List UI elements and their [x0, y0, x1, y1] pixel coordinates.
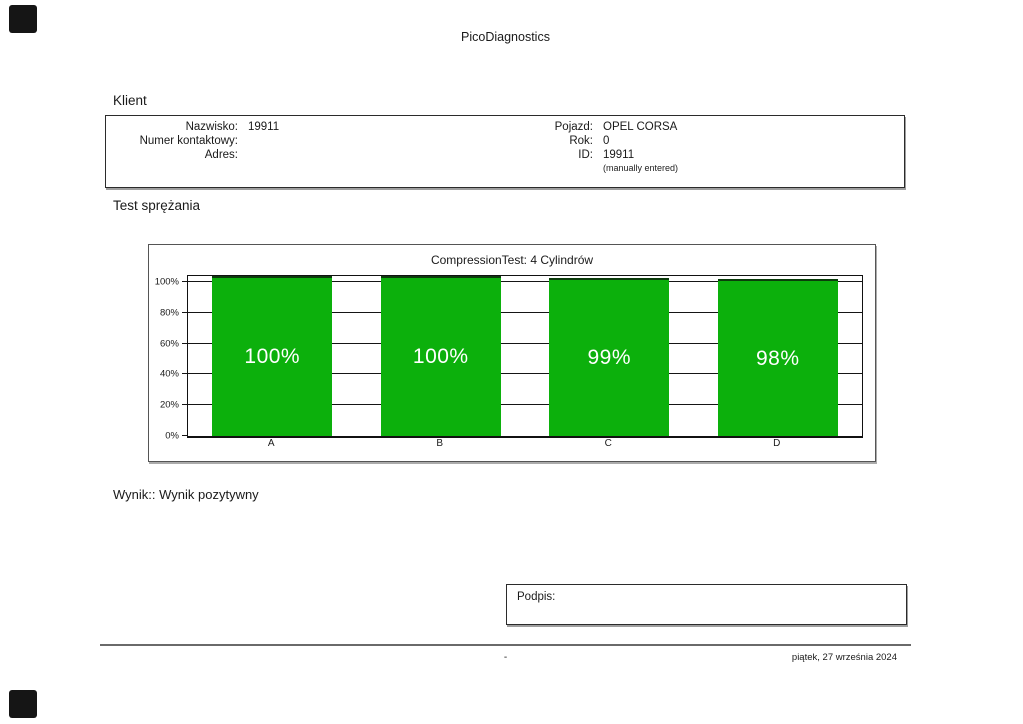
result-text: Wynik:: Wynik pozytywny [113, 487, 259, 502]
chart-plot: 100% 100% 99% 98% 0% 20% 40% 60% 80% 100% [155, 275, 863, 442]
bar-C: 99% [549, 277, 670, 436]
x-axis-label: D [773, 438, 781, 449]
test-section-heading: Test sprężania [113, 198, 201, 213]
manually-entered-note: (manually entered) [603, 163, 679, 174]
x-axis-label: C [604, 438, 612, 449]
gridline [188, 311, 862, 313]
gridline [188, 342, 862, 344]
field-value: 19911 [248, 121, 280, 133]
field-row: Pojazd: OPEL CORSA [513, 121, 678, 135]
client-fields-left: Nazwisko: 19911 Numer kontaktowy: Adres: [112, 121, 280, 163]
x-axis-label: A [267, 438, 275, 449]
bar-slot: 98% [694, 276, 863, 436]
field-row: ID: 19911 [513, 149, 678, 163]
field-row: Rok: 0 [513, 135, 678, 149]
compression-test-chart: CompressionTest: 4 Cylindrów 100% 100% 99%… [148, 244, 876, 462]
bar-A: 100% [212, 276, 333, 436]
client-section-heading: Klient [113, 93, 147, 108]
y-axis-label: 0% [165, 430, 179, 442]
gridline [188, 373, 862, 375]
client-fields-right: Pojazd: OPEL CORSA Rok: 0 ID: 19911 (man… [513, 121, 678, 174]
bar-slot: 100% [357, 276, 526, 436]
y-axis-tick [182, 435, 187, 436]
field-value: 19911 [603, 148, 635, 161]
bar-D: 98% [717, 279, 838, 436]
x-axis-label: B [436, 438, 444, 449]
gridline [188, 404, 862, 406]
chart-xlabels: A B C D [187, 438, 861, 449]
registration-mark-icon [9, 690, 37, 718]
bar-value-label: 100% [412, 345, 469, 368]
bar-value-label: 98% [755, 346, 800, 370]
bar-slot: 99% [525, 276, 694, 436]
signature-label: Podpis: [517, 591, 556, 603]
field-label: Adres: [204, 148, 238, 161]
footer-page-indicator: - [503, 652, 508, 663]
signature-box: Podpis: [506, 584, 907, 625]
field-label: Numer kontaktowy: [139, 134, 238, 147]
field-row: Numer kontaktowy: [112, 135, 279, 149]
field-label [513, 162, 593, 174]
y-axis-tick [182, 342, 187, 344]
footer-date: piątek, 27 września 2024 [791, 652, 897, 663]
y-axis-label: 80% [159, 307, 179, 319]
chart-bars: 100% 100% 99% 98% [188, 276, 862, 436]
y-axis-label: 40% [159, 368, 179, 380]
footer-rule [100, 644, 911, 646]
y-axis-tick [182, 373, 187, 375]
y-axis-label: 60% [159, 338, 179, 350]
gridline [188, 281, 862, 283]
field-row: (manually entered) [513, 162, 678, 174]
app-title: PicoDiagnostics [461, 30, 550, 44]
bar-B: 100% [380, 276, 501, 436]
field-label: Rok: [569, 134, 593, 147]
y-axis-tick [182, 281, 187, 283]
field-label: Pojazd: [554, 121, 593, 133]
client-info-box: Nazwisko: 19911 Numer kontaktowy: Adres:… [105, 115, 905, 188]
registration-mark-icon [9, 5, 37, 33]
field-label: Nazwisko: [185, 121, 238, 133]
field-label: ID: [578, 148, 593, 161]
field-value: 0 [603, 134, 610, 147]
bar-value-label: 99% [587, 345, 632, 369]
y-axis-label: 20% [159, 399, 179, 411]
bar-value-label: 100% [244, 345, 301, 368]
y-axis-tick [182, 311, 187, 313]
y-axis-label: 100% [154, 276, 179, 288]
y-axis-tick [182, 404, 187, 406]
field-row: Adres: [112, 149, 279, 163]
bar-slot: 100% [188, 276, 357, 436]
field-row: Nazwisko: 19911 [112, 121, 280, 135]
field-value: OPEL CORSA [603, 121, 678, 133]
chart-title: CompressionTest: 4 Cylindrów [430, 253, 594, 267]
